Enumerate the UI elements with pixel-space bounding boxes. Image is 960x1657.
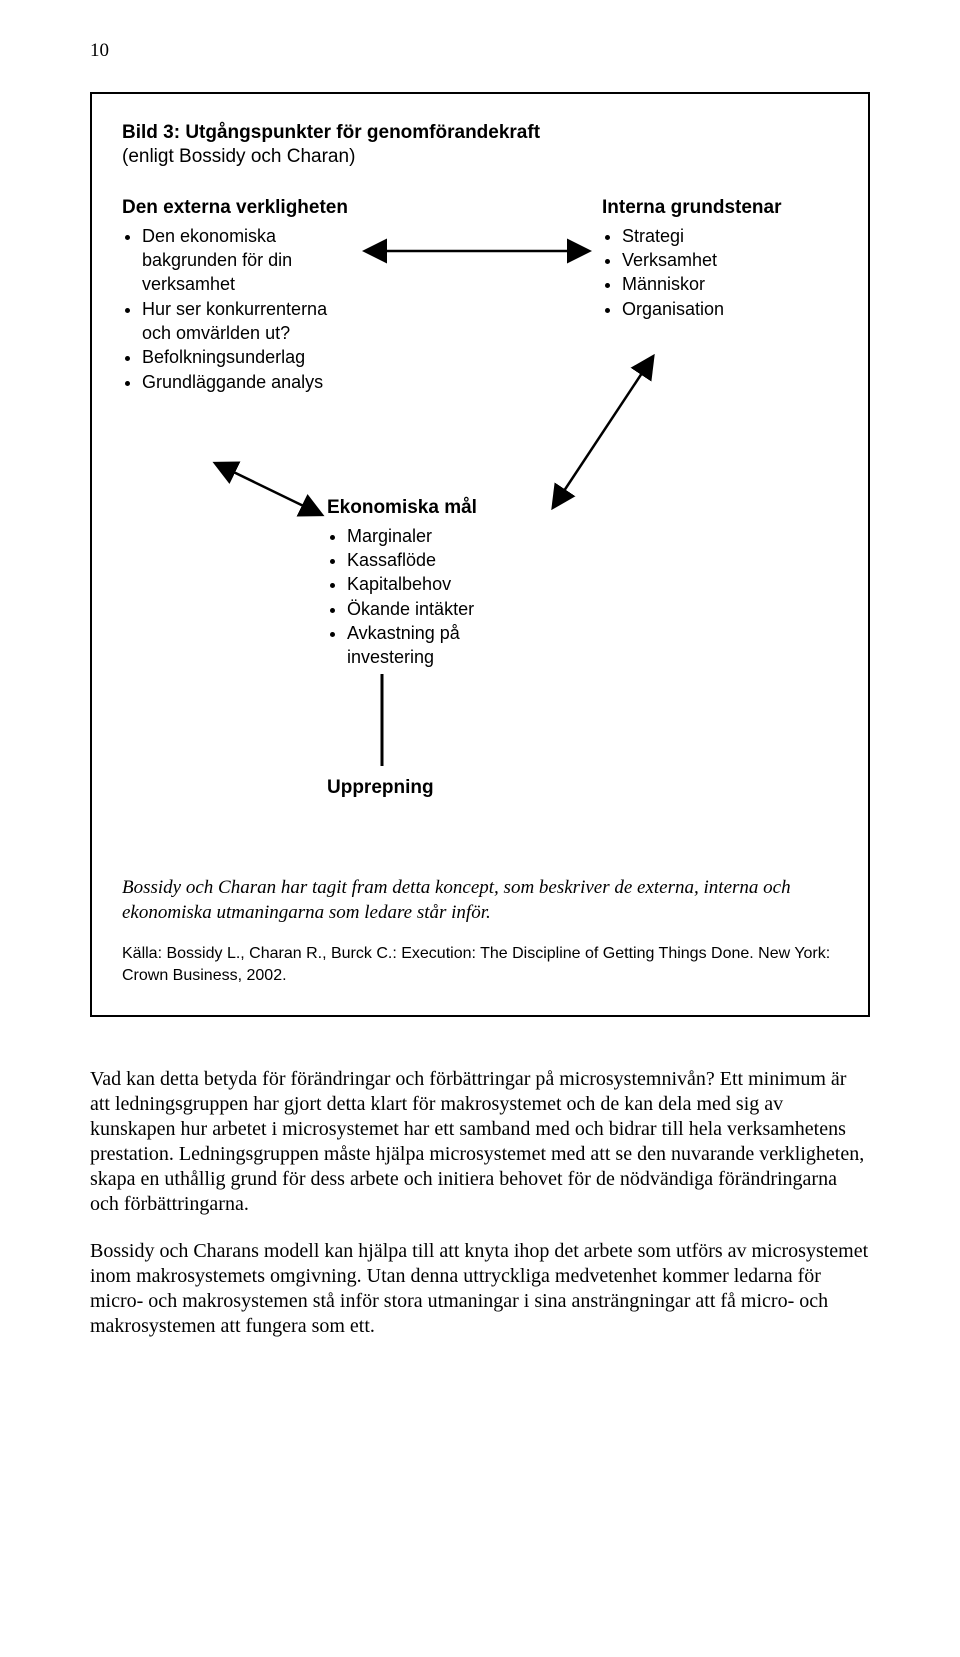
figure-subtitle: (enligt Bossidy och Charan) [122, 146, 838, 168]
page-number: 10 [90, 40, 870, 62]
figure-box: Bild 3: Utgångspunkter för genomförandek… [90, 92, 870, 1017]
figure-source: Källa: Bossidy L., Charan R., Burck C.: … [122, 943, 838, 986]
diagram: Den externa verkligheten Den ekonomiska … [122, 196, 838, 866]
figure-title: Bild 3: Utgångspunkter för genomförandek… [122, 122, 838, 144]
arrow-right-center [554, 358, 652, 506]
arrow-left-center [217, 464, 320, 514]
paragraph: Bossidy och Charans modell kan hjälpa ti… [90, 1239, 870, 1339]
arrows-svg [122, 196, 842, 856]
page: 10 Bild 3: Utgångspunkter för genomföran… [0, 0, 960, 1421]
paragraph: Vad kan detta betyda för förändringar oc… [90, 1067, 870, 1217]
figure-caption: Bossidy och Charan har tagit fram detta … [122, 876, 838, 925]
